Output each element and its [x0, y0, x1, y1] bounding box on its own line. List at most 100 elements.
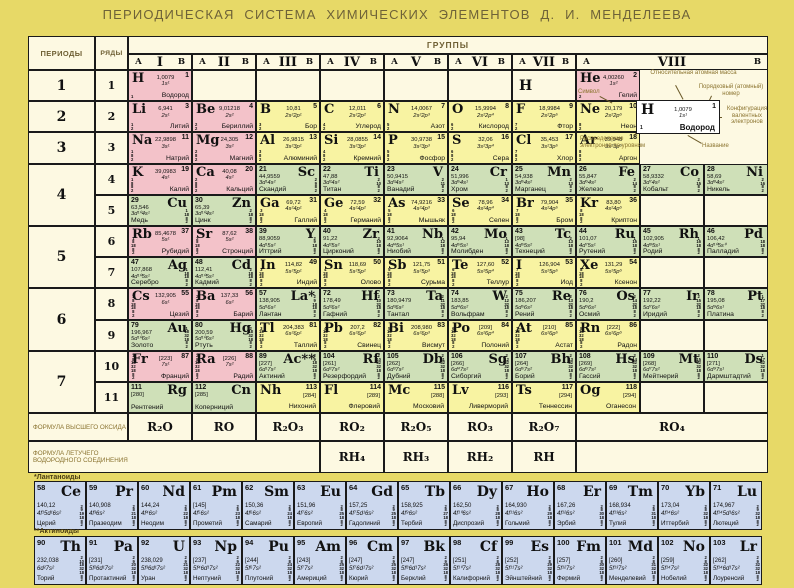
legend-atomic-number-label: Порядковый (атомный) номер: [698, 84, 764, 97]
element-shells: 8 2: [579, 121, 582, 131]
legend-sample-number: 1: [712, 103, 716, 110]
element-name: Висмут: [422, 341, 445, 349]
element-number: 103: [713, 538, 726, 547]
element-Sc: 21 Sc 44,9559 3d¹4s² 2 9 8 2 Скандий: [256, 163, 320, 195]
lanthanide-Nd: 60 Nd 144,24 4f⁴6s² Неодим 2 8 22 18 8 2: [138, 481, 190, 530]
element-config: 5d⁹6s¹: [707, 304, 725, 311]
element-number: 34: [501, 196, 509, 204]
element-mass: 107,868: [131, 267, 152, 274]
element-shells: 2 13 32 18 8 2: [568, 294, 573, 318]
element-mass-config: [209] 6s²6p⁴: [469, 325, 502, 338]
element-symbol: Ta: [426, 289, 443, 305]
element-In: In 49 114,82 5s²5p¹ 3 18 18 8 2 Индий: [256, 257, 320, 289]
row-label-9: 9: [95, 319, 128, 351]
element-number: 86: [629, 321, 637, 329]
element-Cn: 112 Cn [285] Коперниций: [192, 382, 256, 414]
element-shells: 2 8 32 32 18 8 2: [703, 555, 708, 583]
group-sub-a: А: [199, 57, 206, 67]
page-title: ПЕРИОДИЧЕСКАЯ СИСТЕМА ХИМИЧЕСКИХ ЭЛЕМЕНТ…: [102, 7, 692, 22]
group-numeral: VIII: [657, 54, 687, 70]
element-shells: 2 8 30 32 18 8 2: [599, 555, 604, 583]
element-name: Олово: [360, 279, 381, 287]
oxide-formula-cell: R₂O₅: [384, 413, 448, 441]
element-Ni: 28 Ni 58,69 3d⁸4s² 2 16 8 2 Никель: [704, 163, 768, 195]
element-mass: 65,39: [195, 204, 210, 211]
element-symbol: Eu: [320, 484, 341, 500]
element-config: 7s²: [225, 362, 234, 369]
element-Br: Br 35 79,904 4s²4p⁵ 7 18 8 2 Бром: [512, 194, 576, 226]
element-Ir: 77 Ir 192,22 5d⁷6s² 2 15 32 18 8 2 Иридий: [640, 288, 704, 320]
element-number: 69: [609, 483, 618, 492]
element-mass: 14,0067: [411, 106, 432, 113]
element-name: Титан: [323, 185, 342, 193]
element-I: I 53 126,904 5s²5p⁵ 7 18 18 8 2 Иод: [512, 257, 576, 289]
element-number: 62: [245, 483, 254, 492]
element-config: 5d²6s²: [323, 304, 340, 311]
element-config: 2s²: [225, 112, 234, 119]
empty-cell: [640, 257, 704, 289]
element-name: Селен: [489, 216, 509, 224]
element-name: Свинец: [357, 341, 381, 349]
element-config: 3s²3p⁴: [476, 143, 494, 150]
element-config: 5f²6d¹7s²: [89, 566, 114, 572]
element-name: Осмий: [579, 310, 600, 318]
element-symbol: Hs: [615, 351, 635, 367]
lanthanide-Sm: 62 Sm 150,36 4f⁶6s² Самарий 2 8 24 18 8 2: [242, 481, 294, 530]
element-Hs: 108 Hs [269] 6d⁶7s² 2 14 32 32 18 8 2 Гассий: [576, 350, 640, 382]
element-mass: [285]: [195, 392, 208, 398]
element-Os: 76 Os 190,2 5d⁶6s² 2 14 32 18 8 2 Осмий: [576, 288, 640, 320]
element-mass: 32,06: [478, 137, 493, 144]
element-symbol: Ts: [516, 383, 532, 398]
element-shells: 6 2: [451, 121, 454, 131]
period-number: 5: [56, 249, 67, 266]
element-config: 4f¹5d¹6s²: [37, 511, 62, 517]
element-name: Скандий: [259, 185, 287, 193]
element-shells: 2 15 32 32 18 8 2: [696, 353, 701, 381]
period-label-6: 6: [28, 288, 95, 351]
element-Au: 79 Au 196,967 5d¹⁰6s¹ 1 18 32 18 8 2 Золото: [128, 319, 192, 351]
element-number: 13: [309, 134, 317, 142]
group-header-III: А III В: [256, 54, 320, 70]
element-name: Сурьма: [420, 279, 445, 287]
row-label-11: 11: [95, 382, 128, 414]
element-shells: 2 8 31 32 18 8 2: [651, 555, 656, 583]
element-mass: [243]: [297, 558, 311, 564]
element-config: 4f¹²6s²: [557, 511, 575, 517]
element-config: 4d⁵5s²: [515, 242, 532, 249]
element-symbol: Ra: [196, 351, 216, 367]
element-symbol: Br: [516, 195, 534, 211]
element-number: 37: [181, 228, 189, 235]
element-mass-config: 69,72 4s²4p¹: [277, 200, 310, 213]
element-Ca: Ca 20 40,08 4s² 2 8 8 2 Кальций: [192, 163, 256, 195]
element-mass: 4,00260: [603, 75, 624, 81]
element-shells: 8 18 32 18 8 2: [579, 325, 584, 350]
element-mass: 138,905: [259, 298, 280, 305]
empty-cell: [640, 194, 704, 226]
element-config: 3d¹4s²: [259, 180, 276, 187]
element-number: 116: [497, 384, 509, 391]
element-name: Тантал: [387, 310, 410, 318]
element-number: 47: [131, 259, 139, 267]
element-mass: 164,930: [505, 503, 527, 509]
element-Cl: Cl 17 35,453 3s²3p⁵ 7 8 2 Хлор: [512, 132, 576, 164]
element-name: Молибден: [451, 248, 484, 256]
element-shells: 2 9 18 8 2: [312, 235, 317, 256]
element-mass-config: 1,0079 1s¹: [149, 75, 182, 88]
element-shells: 8 18 18 8 2: [579, 266, 584, 287]
hydride-formula-cell: RH: [512, 441, 576, 473]
element-symbol: Ba: [196, 289, 216, 305]
element-shells: 4 2: [323, 121, 326, 131]
element-config: 4f⁴6s²: [141, 511, 157, 517]
element-mass-config: 26,9815 3s²3p¹: [277, 137, 310, 150]
element-mass-config: [210] 6s²6p⁵: [533, 325, 566, 338]
element-shells: 5 8 2: [387, 149, 390, 162]
element-config: 4d⁵5s¹: [451, 242, 468, 249]
element-mass-config: 35,453 3s²3p⁵: [533, 137, 566, 150]
element-Fl: Fl 114 [289] Флеровий: [320, 382, 384, 414]
element-shells: 2 18 32 18 8 2: [248, 325, 253, 350]
element-shells: 2 2: [195, 121, 198, 131]
element-shells: 8 18 8 2: [579, 208, 584, 225]
element-config: 4f¹⁴6s²: [661, 511, 679, 517]
element-number: 27: [643, 165, 651, 173]
